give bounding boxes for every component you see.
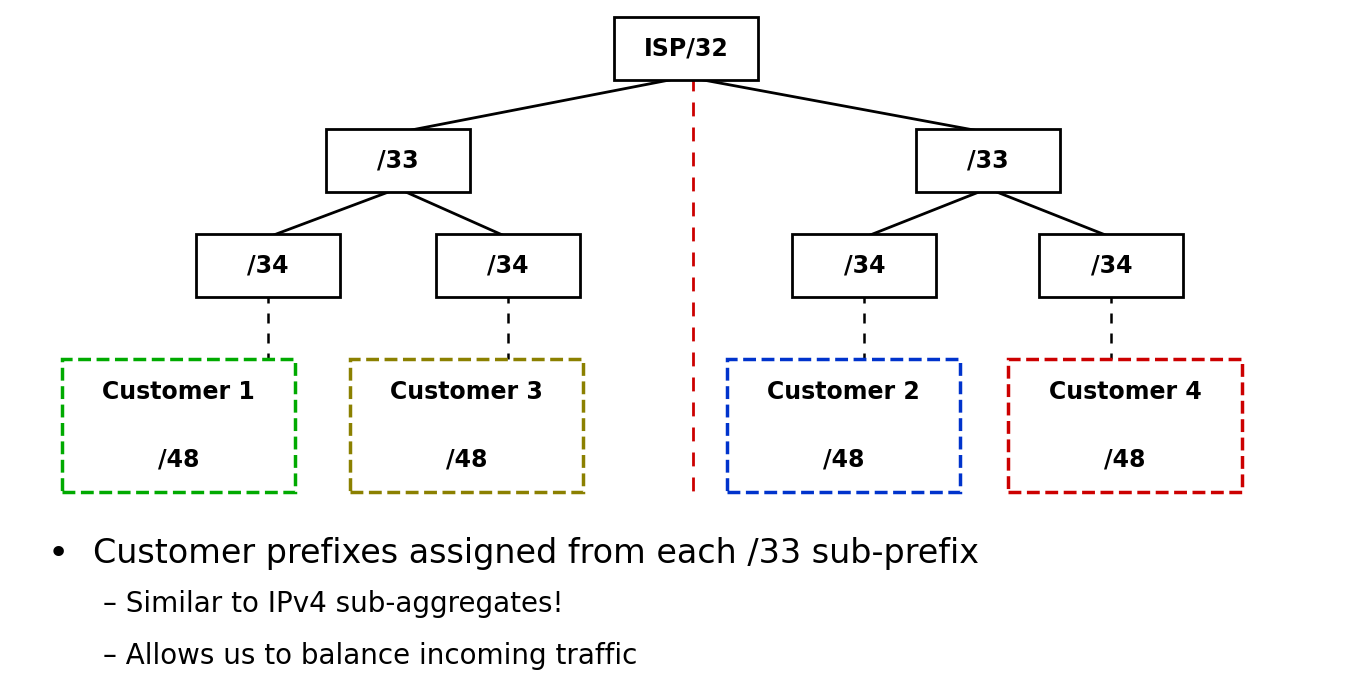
FancyBboxPatch shape: [727, 359, 960, 492]
Text: Customer 2

/48: Customer 2 /48: [767, 380, 921, 471]
Text: – Allows us to balance incoming traffic: – Allows us to balance incoming traffic: [103, 642, 637, 670]
FancyBboxPatch shape: [436, 234, 579, 297]
FancyBboxPatch shape: [615, 17, 757, 80]
Text: ISP/32: ISP/32: [643, 37, 729, 61]
FancyBboxPatch shape: [1008, 359, 1242, 492]
Text: /34: /34: [844, 253, 885, 277]
Text: /33: /33: [967, 149, 1008, 172]
FancyBboxPatch shape: [793, 234, 936, 297]
Text: •: •: [48, 537, 69, 572]
FancyBboxPatch shape: [350, 359, 583, 492]
Text: /34: /34: [487, 253, 528, 277]
FancyBboxPatch shape: [325, 129, 469, 192]
FancyBboxPatch shape: [62, 359, 295, 492]
Text: Customer 4

/48: Customer 4 /48: [1048, 380, 1202, 471]
FancyBboxPatch shape: [1040, 234, 1183, 297]
Text: Customer prefixes assigned from each /33 sub-prefix: Customer prefixes assigned from each /33…: [93, 537, 980, 570]
Text: Customer 1

/48: Customer 1 /48: [102, 380, 255, 471]
Text: /33: /33: [377, 149, 418, 172]
Text: – Similar to IPv4 sub-aggregates!: – Similar to IPv4 sub-aggregates!: [103, 590, 564, 618]
Text: /34: /34: [247, 253, 288, 277]
FancyBboxPatch shape: [196, 234, 340, 297]
FancyBboxPatch shape: [916, 129, 1059, 192]
Text: Customer 3

/48: Customer 3 /48: [390, 380, 543, 471]
Text: /34: /34: [1091, 253, 1132, 277]
